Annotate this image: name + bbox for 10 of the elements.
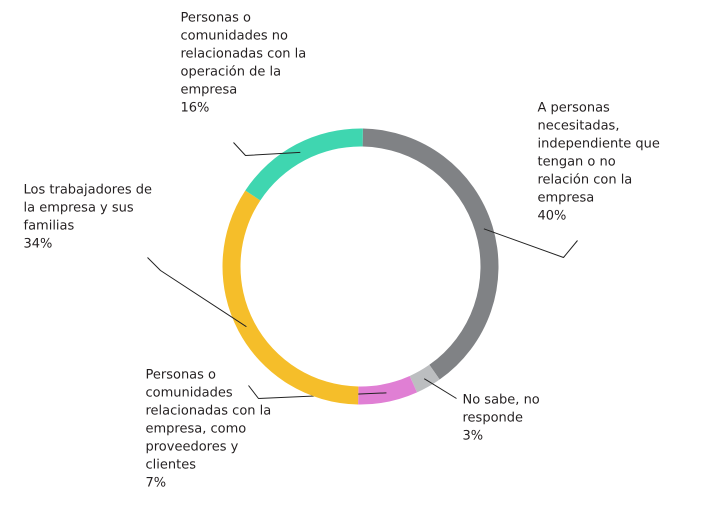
- data-label: 40%: [538, 208, 566, 224]
- slice-label: Personas o comunidades relacionadas con la empresa, como proveedores y clientes: [146, 368, 272, 472]
- data-label: 16%: [180, 100, 210, 116]
- data-label: 3%: [462, 428, 484, 444]
- slice-label: A personas necesitadas, independiente que tengan o no relación con la empresa: [538, 100, 660, 206]
- data-label: 34%: [24, 236, 52, 252]
- slice-label: No sabe, no responde: [462, 392, 540, 426]
- slice-label: Los trabajadores de la empresa y sus familias: [24, 182, 152, 234]
- data-label: 7%: [146, 476, 166, 490]
- slice-label: Personas o comunidades no relacionadas con la operación de la empresa: [180, 10, 306, 98]
